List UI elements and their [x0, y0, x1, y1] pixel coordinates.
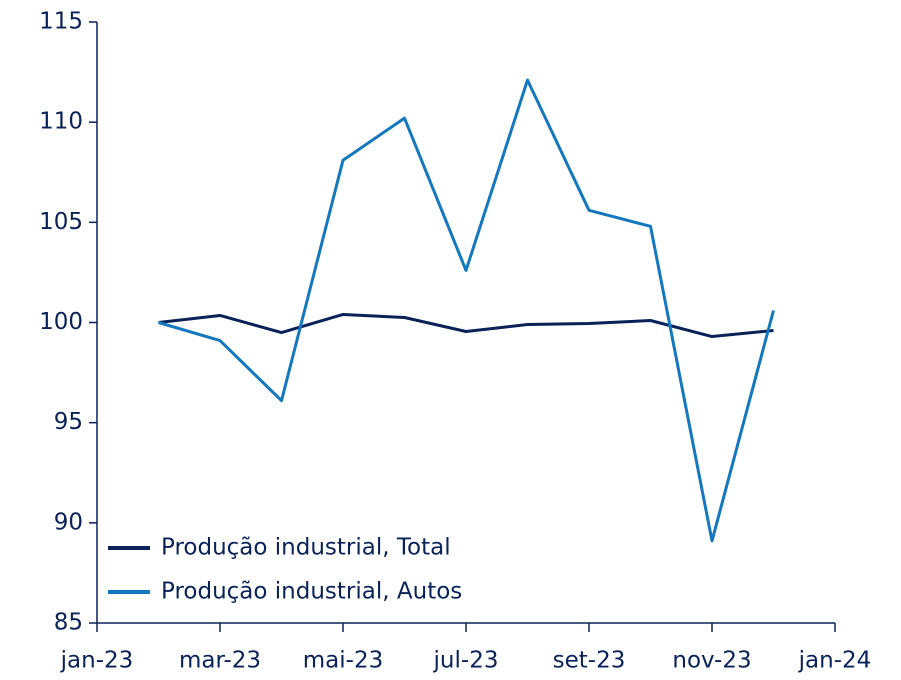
x-tick-label: jul-23: [433, 648, 499, 674]
x-tick-label: nov-23: [672, 648, 751, 674]
x-tick-label: mar-23: [179, 648, 261, 674]
y-tick-label: 100: [39, 309, 83, 335]
y-tick-label: 95: [54, 409, 83, 435]
y-tick-label: 85: [54, 610, 83, 636]
y-tick-label: 115: [39, 9, 83, 35]
line-series: [158, 312, 774, 339]
x-tick-label: mai-23: [303, 648, 383, 674]
legend-label: Produção industrial, Autos: [161, 579, 462, 605]
x-tick-label: jan-23: [60, 648, 134, 674]
x-tick-label: set-23: [553, 648, 626, 674]
y-tick-label: 90: [54, 509, 83, 535]
line-series: [158, 78, 775, 543]
legend-label: Produção industrial, Total: [161, 535, 451, 561]
x-tick-label: jan-24: [798, 648, 872, 674]
y-tick-label: 105: [39, 209, 83, 235]
y-tick-label: 110: [39, 109, 83, 135]
